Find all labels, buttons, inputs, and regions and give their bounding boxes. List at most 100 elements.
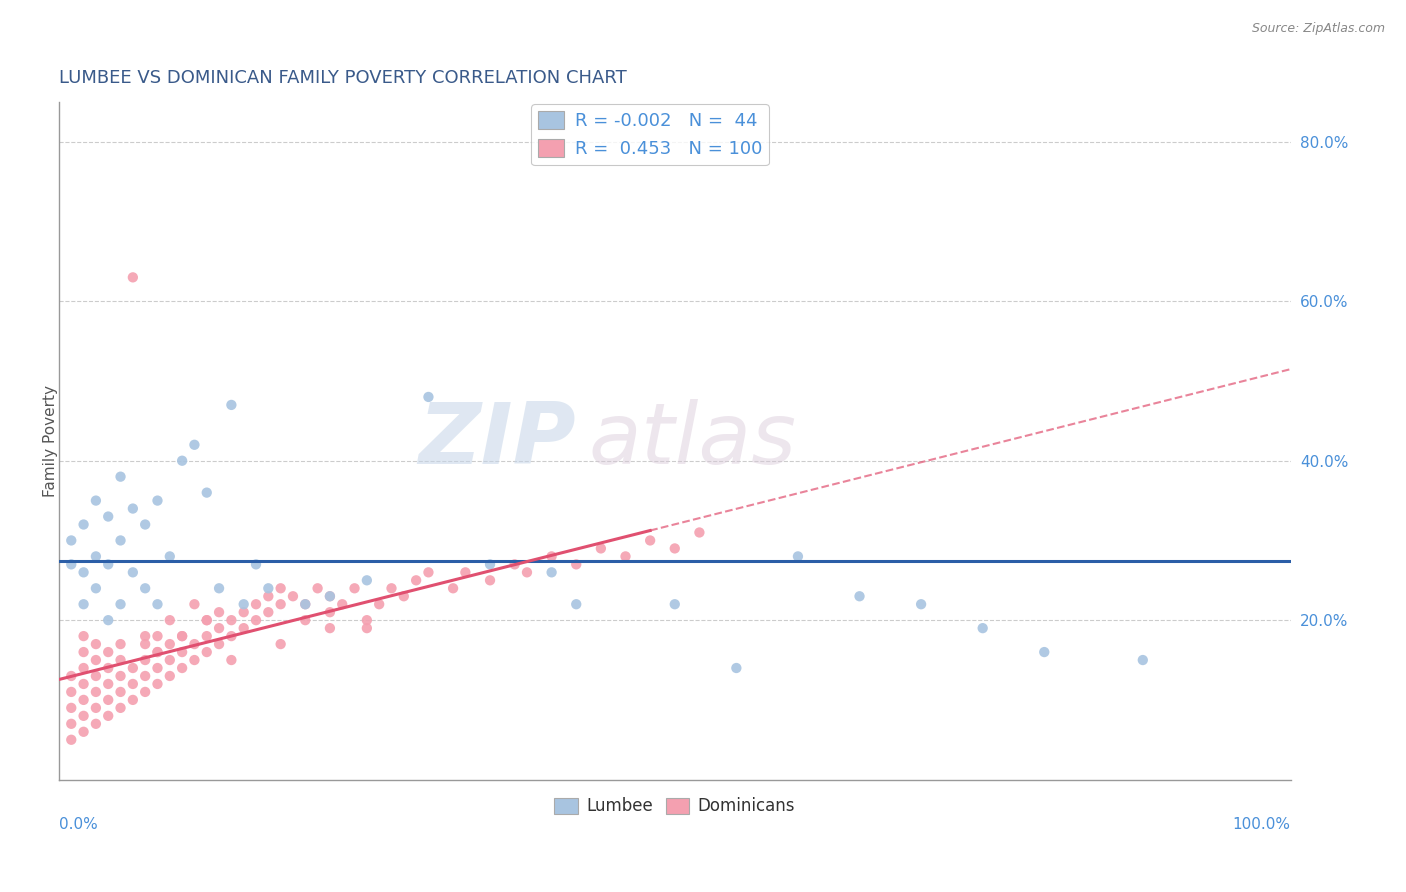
- Point: [725, 661, 748, 675]
- Point: [848, 589, 870, 603]
- Point: [1033, 645, 1056, 659]
- Point: [257, 589, 280, 603]
- Point: [479, 574, 502, 588]
- Point: [183, 637, 205, 651]
- Point: [60, 558, 83, 572]
- Point: [172, 629, 194, 643]
- Point: [72, 677, 94, 691]
- Point: [159, 549, 181, 564]
- Point: [208, 637, 231, 651]
- Point: [72, 629, 94, 643]
- Point: [146, 645, 169, 659]
- Text: 0.0%: 0.0%: [59, 817, 97, 832]
- Point: [195, 613, 218, 627]
- Point: [307, 582, 329, 596]
- Point: [356, 621, 378, 635]
- Point: [270, 582, 292, 596]
- Point: [110, 701, 132, 715]
- Point: [72, 724, 94, 739]
- Point: [146, 645, 169, 659]
- Point: [159, 637, 181, 651]
- Point: [245, 597, 267, 611]
- Point: [257, 582, 280, 596]
- Point: [245, 558, 267, 572]
- Point: [195, 613, 218, 627]
- Point: [565, 558, 588, 572]
- Point: [97, 613, 120, 627]
- Point: [294, 597, 316, 611]
- Point: [97, 693, 120, 707]
- Point: [134, 669, 156, 683]
- Point: [97, 645, 120, 659]
- Point: [110, 669, 132, 683]
- Point: [270, 637, 292, 651]
- Point: [787, 549, 810, 564]
- Point: [356, 613, 378, 627]
- Point: [319, 605, 342, 619]
- Point: [270, 597, 292, 611]
- Point: [97, 661, 120, 675]
- Point: [454, 566, 477, 580]
- Point: [110, 533, 132, 548]
- Point: [110, 685, 132, 699]
- Point: [540, 566, 562, 580]
- Text: ZIP: ZIP: [419, 400, 576, 483]
- Point: [134, 637, 156, 651]
- Point: [664, 597, 686, 611]
- Point: [60, 669, 83, 683]
- Point: [84, 582, 107, 596]
- Point: [72, 566, 94, 580]
- Point: [195, 645, 218, 659]
- Point: [159, 653, 181, 667]
- Point: [134, 629, 156, 643]
- Y-axis label: Family Poverty: Family Poverty: [44, 384, 58, 497]
- Point: [368, 597, 391, 611]
- Point: [146, 493, 169, 508]
- Point: [110, 637, 132, 651]
- Point: [84, 701, 107, 715]
- Point: [356, 574, 378, 588]
- Point: [146, 677, 169, 691]
- Point: [84, 685, 107, 699]
- Point: [121, 693, 143, 707]
- Point: [232, 621, 254, 635]
- Point: [221, 653, 243, 667]
- Point: [121, 677, 143, 691]
- Point: [221, 613, 243, 627]
- Point: [195, 629, 218, 643]
- Point: [60, 701, 83, 715]
- Point: [72, 693, 94, 707]
- Point: [343, 582, 366, 596]
- Point: [159, 669, 181, 683]
- Point: [72, 597, 94, 611]
- Point: [232, 605, 254, 619]
- Point: [146, 629, 169, 643]
- Point: [664, 541, 686, 556]
- Point: [614, 549, 637, 564]
- Point: [221, 629, 243, 643]
- Point: [60, 533, 83, 548]
- Point: [172, 661, 194, 675]
- Point: [589, 541, 612, 556]
- Point: [84, 669, 107, 683]
- Point: [172, 645, 194, 659]
- Point: [208, 621, 231, 635]
- Point: [405, 574, 427, 588]
- Point: [1132, 653, 1154, 667]
- Point: [183, 597, 205, 611]
- Text: 100.0%: 100.0%: [1233, 817, 1291, 832]
- Point: [330, 597, 353, 611]
- Point: [97, 509, 120, 524]
- Point: [110, 653, 132, 667]
- Point: [516, 566, 538, 580]
- Point: [72, 661, 94, 675]
- Point: [146, 597, 169, 611]
- Point: [294, 613, 316, 627]
- Point: [565, 597, 588, 611]
- Point: [134, 582, 156, 596]
- Point: [540, 549, 562, 564]
- Point: [221, 398, 243, 412]
- Text: LUMBEE VS DOMINICAN FAMILY POVERTY CORRELATION CHART: LUMBEE VS DOMINICAN FAMILY POVERTY CORRE…: [59, 69, 627, 87]
- Point: [72, 517, 94, 532]
- Legend: Lumbee, Dominicans: Lumbee, Dominicans: [548, 791, 801, 822]
